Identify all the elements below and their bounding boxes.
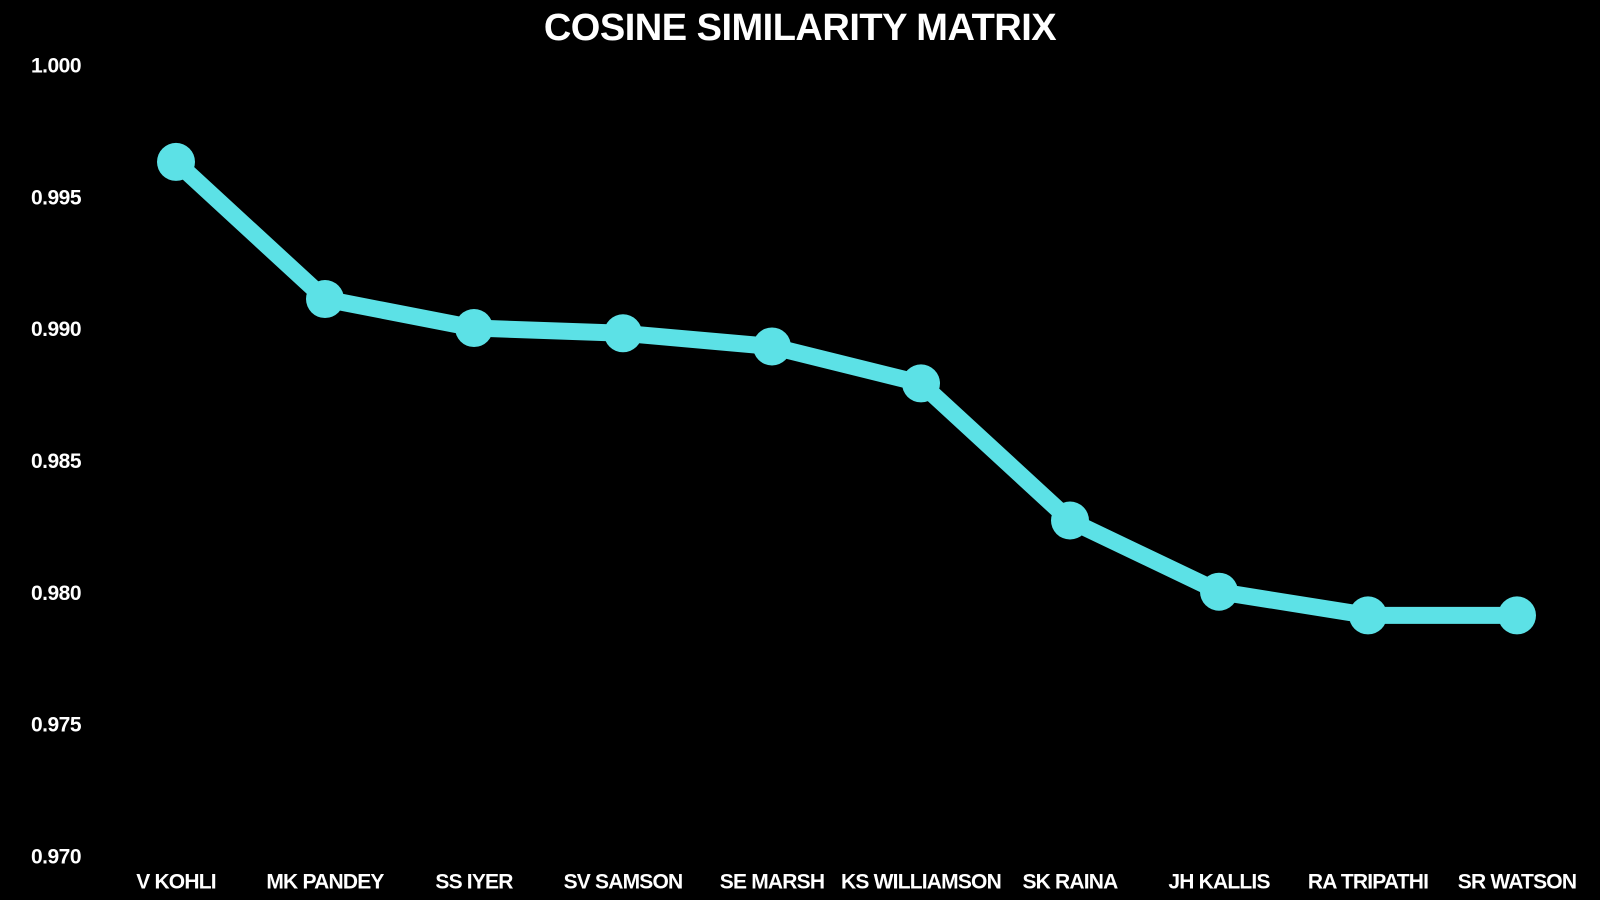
chart-title: COSINE SIMILARITY MATRIX <box>544 7 1057 49</box>
x-tick-label: MK PANDEY <box>266 871 384 894</box>
point <box>753 327 791 366</box>
line <box>167 153 1526 624</box>
x-tick-label: RA TRIPATHI <box>1308 871 1428 894</box>
point <box>604 314 642 353</box>
y-tick-label: 0.985 <box>31 450 82 473</box>
point <box>157 142 195 181</box>
y-tick-label: 0.990 <box>31 318 81 341</box>
y-tick-label: 0.980 <box>31 582 81 605</box>
y-tick-label: 0.995 <box>31 186 82 209</box>
point <box>1051 501 1089 540</box>
x-tick-label: KS WILLIAMSON <box>841 871 1001 894</box>
point <box>455 309 493 348</box>
y-tick-label: 0.975 <box>31 714 82 737</box>
x-tick-label: V KOHLI <box>136 871 216 894</box>
x-tick-label: SV SAMSON <box>564 871 683 894</box>
x-tick-label: JH KALLIS <box>1168 871 1270 894</box>
point <box>1349 596 1387 635</box>
point <box>1200 572 1238 611</box>
y-tick-label: 1.000 <box>31 55 81 78</box>
x-tick-label: SK RAINA <box>1022 871 1118 894</box>
y-tick-label: 0.970 <box>31 846 81 869</box>
x-tick-label: SS IYER <box>435 871 513 894</box>
point <box>902 364 940 403</box>
x-tick-label: SE MARSH <box>720 871 824 894</box>
point <box>306 280 344 319</box>
point <box>1498 596 1536 635</box>
x-tick-label: SR WATSON <box>1458 871 1576 894</box>
